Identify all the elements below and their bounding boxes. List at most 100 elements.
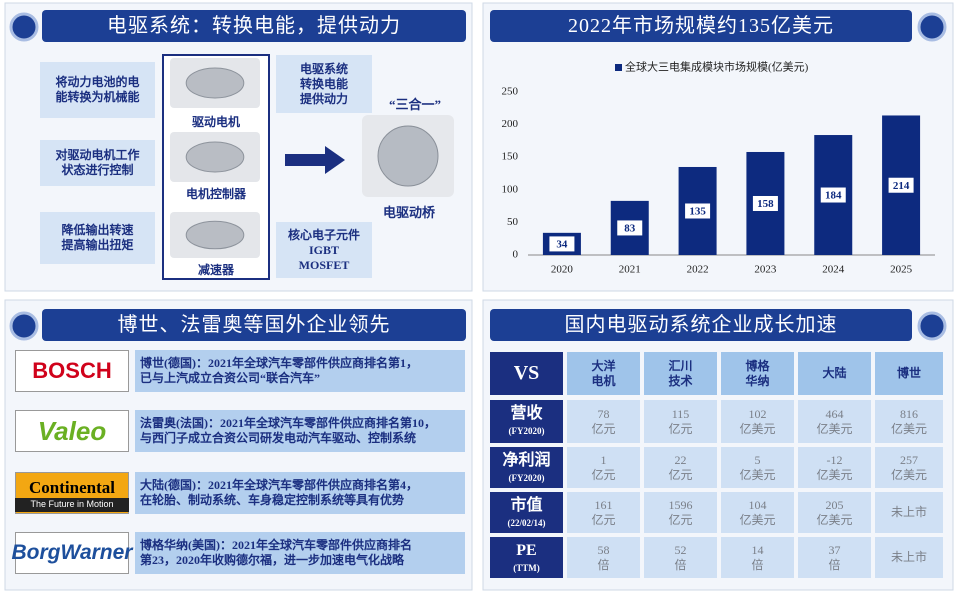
value-label-box <box>751 194 779 212</box>
table-header-cell <box>798 352 871 395</box>
x-tick-label: 2020 <box>551 264 574 276</box>
company-logo: BorgWarner <box>12 532 132 574</box>
value-label: 214 <box>893 180 910 192</box>
y-tick-label: 0 <box>513 249 519 261</box>
table-cell <box>644 537 717 578</box>
y-tick-label: 250 <box>502 86 519 98</box>
company-logo: Valeo <box>15 410 129 452</box>
x-tick-label: 2022 <box>687 264 709 276</box>
component-label: 减速器 <box>197 262 234 277</box>
table-cell <box>875 400 943 443</box>
table-cell-text: 未上市 <box>890 550 927 564</box>
function-text: 对驱动电机工作 状态进行控制 <box>55 148 140 177</box>
row-label: 净利润 <box>502 452 551 469</box>
header-dot <box>9 311 39 341</box>
value-label: 184 <box>825 190 842 202</box>
table-cell-text: 1596 亿元 <box>668 497 693 527</box>
y-tick-label: 50 <box>507 216 519 228</box>
legend-label: 全球大三电集成模块市场规模(亿美元) <box>625 60 809 74</box>
table-header-text: 博格 华纳 <box>745 358 770 388</box>
function-box <box>40 62 155 118</box>
company-box <box>135 410 465 452</box>
table-header-text: 大洋 电机 <box>591 358 616 388</box>
table-cell <box>644 447 717 488</box>
product-shape <box>377 125 439 187</box>
table-cell <box>721 537 794 578</box>
table-cell <box>798 492 871 533</box>
core-box <box>276 222 372 278</box>
table-cell <box>798 400 871 443</box>
table-header-cell <box>567 352 640 395</box>
row-label: PE <box>516 542 537 559</box>
header-title: 博世、法雷奥等国外企业领先 <box>117 313 391 336</box>
header-title: 2022年市场规模约135亿美元 <box>568 14 834 37</box>
header-bar <box>490 309 912 341</box>
row-sublabel: (22/02/14) <box>507 518 546 529</box>
table-cell-text: 464 亿美元 <box>816 406 853 436</box>
table-cell <box>721 492 794 533</box>
table-header-text: 博世 <box>896 366 921 380</box>
function-box <box>40 212 155 264</box>
role-box <box>276 55 372 113</box>
company-tagline: The Future in Motion <box>15 498 129 512</box>
value-label-box <box>684 202 712 220</box>
row-sublabel: (TTM) <box>513 563 540 574</box>
company-box <box>135 350 465 392</box>
component-label: 驱动电机 <box>191 114 240 129</box>
header-bar <box>42 10 466 42</box>
row-label-cell <box>490 537 563 578</box>
core-text: 核心电子元件 IGBT MOSFET <box>287 227 360 272</box>
table-header-text: VS <box>513 362 540 384</box>
table-cell <box>567 447 640 488</box>
table-cell-text: 未上市 <box>890 505 927 519</box>
component-shape <box>185 67 245 99</box>
y-tick-label: 200 <box>502 118 519 130</box>
x-tick-label: 2023 <box>754 264 777 276</box>
table-cell <box>644 492 717 533</box>
table-header-cell <box>721 352 794 395</box>
table-cell <box>567 492 640 533</box>
table-cell-text: 52 倍 <box>674 542 687 572</box>
table-cell-text: 5 亿美元 <box>739 452 776 482</box>
table-cell <box>721 447 794 488</box>
component-label: 电机控制器 <box>185 186 246 201</box>
table-cell-text: 104 亿美元 <box>739 497 776 527</box>
company-description: 博格华纳(美国)：2021年全球汽车零部件供应商排名 第23，2020年收购德尔… <box>140 538 412 567</box>
table-cell <box>875 492 943 533</box>
table-cell-text: 257 亿美元 <box>890 452 927 482</box>
company-box <box>135 472 465 514</box>
table-cell <box>875 447 943 488</box>
value-label: 158 <box>757 198 774 210</box>
table-header-cell <box>490 352 563 395</box>
table-cell-text: 14 倍 <box>751 542 764 572</box>
table-cell-text: -12 亿美元 <box>816 452 853 482</box>
table-cell <box>875 537 943 578</box>
header-dot <box>917 12 947 42</box>
table-cell-text: 205 亿美元 <box>816 497 853 527</box>
y-tick-label: 150 <box>502 151 519 163</box>
header-bar <box>490 10 912 42</box>
table-header-text: 大陆 <box>822 366 847 380</box>
row-label: 市值 <box>510 497 543 514</box>
component-shape <box>185 220 245 250</box>
function-text: 降低输出转速 提高输出扭矩 <box>61 223 134 252</box>
table-cell <box>567 537 640 578</box>
table-cell <box>644 400 717 443</box>
table-cell <box>798 537 871 578</box>
product-label: 电驱动桥 <box>382 204 435 220</box>
x-tick-label: 2025 <box>890 264 913 276</box>
value-label: 34 <box>556 238 568 250</box>
company-logo: BOSCH <box>15 350 129 392</box>
header-title: 电驱系统：转换电能，提供动力 <box>107 14 401 37</box>
table-cell-text: 22 亿元 <box>668 452 693 482</box>
value-label-box <box>616 219 644 237</box>
component-shape <box>185 141 245 173</box>
legend-swatch <box>615 64 622 71</box>
function-box <box>40 140 155 186</box>
company-description: 博世(德国)：2021年全球汽车零部件供应商排名第1， 已与上汽成立合资公司“联… <box>140 356 418 385</box>
table-cell-text: 78 亿元 <box>591 406 616 436</box>
row-label: 营收 <box>510 405 543 422</box>
value-label-box <box>548 235 576 253</box>
header-dot <box>917 311 947 341</box>
value-label: 83 <box>624 222 636 234</box>
